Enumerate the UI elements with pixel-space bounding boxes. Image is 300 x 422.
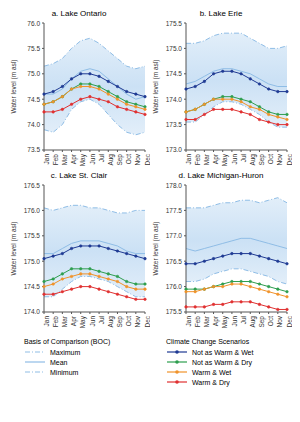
svg-text:Sep: Sep xyxy=(116,316,124,328)
svg-text:Mar: Mar xyxy=(61,315,68,327)
html-text:b. Lake Erie: b. Lake Erie xyxy=(199,9,243,18)
svg-text:Feb: Feb xyxy=(52,316,59,328)
html-text:Mean: Mean xyxy=(50,358,68,366)
svg-text:Apr: Apr xyxy=(70,315,78,326)
svg-text:Jan: Jan xyxy=(185,154,192,165)
svg-text:174.5: 174.5 xyxy=(166,70,183,77)
svg-text:76.0: 76.0 xyxy=(27,20,40,27)
svg-text:Aug: Aug xyxy=(107,316,115,328)
svg-text:Jul: Jul xyxy=(98,315,105,324)
svg-text:177.5: 177.5 xyxy=(166,207,183,214)
svg-text:Mar: Mar xyxy=(203,153,210,165)
svg-text:174.0: 174.0 xyxy=(166,96,183,103)
svg-text:173.0: 173.0 xyxy=(166,146,183,153)
svg-text:176.0: 176.0 xyxy=(24,207,41,214)
svg-text:Sep: Sep xyxy=(258,316,266,328)
svg-text:Dec: Dec xyxy=(144,315,150,327)
html-text:Not as Warm & Dry: Not as Warm & Dry xyxy=(192,358,252,366)
svg-text:Jul: Jul xyxy=(98,153,105,162)
svg-text:Jun: Jun xyxy=(231,316,238,327)
svg-text:Nov: Nov xyxy=(276,153,283,165)
svg-text:174.0: 174.0 xyxy=(24,308,41,315)
svg-text:175.5: 175.5 xyxy=(166,20,183,27)
svg-text:Nov: Nov xyxy=(134,153,141,165)
svg-text:Jun: Jun xyxy=(89,316,96,327)
svg-text:Aug: Aug xyxy=(249,316,257,328)
svg-text:175.5: 175.5 xyxy=(166,308,183,315)
html-text:Minimum: Minimum xyxy=(50,368,79,376)
svg-text:Aug: Aug xyxy=(107,154,115,166)
html-text:Maximum: Maximum xyxy=(50,348,81,356)
svg-text:Mar: Mar xyxy=(203,315,210,327)
svg-text:Jul: Jul xyxy=(240,153,247,162)
svg-text:175.0: 175.0 xyxy=(166,45,183,52)
svg-text:Mar: Mar xyxy=(61,153,68,165)
html-text:d. Lake Michigan-Huron: d. Lake Michigan-Huron xyxy=(178,171,264,180)
svg-text:Feb: Feb xyxy=(52,154,59,166)
svg-text:Apr: Apr xyxy=(70,153,78,164)
svg-text:75.5: 75.5 xyxy=(27,45,40,52)
html-text:Warm & Dry: Warm & Dry xyxy=(192,378,230,386)
svg-text:176.0: 176.0 xyxy=(166,283,183,290)
svg-text:Apr: Apr xyxy=(212,153,220,164)
html-text:a. Lake Ontario: a. Lake Ontario xyxy=(51,9,107,18)
svg-text:74.0: 74.0 xyxy=(27,121,40,128)
svg-text:May: May xyxy=(221,315,229,328)
svg-text:Oct: Oct xyxy=(267,316,274,326)
svg-text:177.0: 177.0 xyxy=(166,232,183,239)
svg-text:178.0: 178.0 xyxy=(166,182,183,189)
svg-text:Water level (m asl): Water level (m asl) xyxy=(152,60,160,114)
svg-text:Oct: Oct xyxy=(125,316,132,326)
svg-text:Feb: Feb xyxy=(194,154,201,166)
svg-text:Oct: Oct xyxy=(267,154,274,164)
svg-text:Nov: Nov xyxy=(276,315,283,327)
svg-text:74.5: 74.5 xyxy=(27,96,40,103)
svg-text:73.5: 73.5 xyxy=(27,146,40,153)
html-text:Climate Change Scenarios: Climate Change Scenarios xyxy=(166,338,250,345)
svg-text:Jul: Jul xyxy=(240,315,247,324)
svg-text:May: May xyxy=(79,315,87,328)
svg-text:75.0: 75.0 xyxy=(27,70,40,77)
svg-text:Water level (m asl): Water level (m asl) xyxy=(152,222,160,276)
svg-text:173.5: 173.5 xyxy=(166,121,183,128)
svg-text:Dec: Dec xyxy=(144,153,150,165)
svg-text:Dec: Dec xyxy=(286,315,292,327)
svg-text:Jan: Jan xyxy=(43,316,50,327)
svg-text:Sep: Sep xyxy=(258,154,266,166)
svg-text:Apr: Apr xyxy=(212,315,220,326)
svg-text:175.0: 175.0 xyxy=(24,258,41,265)
svg-text:176.5: 176.5 xyxy=(24,182,41,189)
svg-text:Jun: Jun xyxy=(231,154,238,165)
svg-text:Jun: Jun xyxy=(89,154,96,165)
html-text:c. Lake St. Clair: c. Lake St. Clair xyxy=(50,171,108,180)
svg-text:174.5: 174.5 xyxy=(24,283,41,290)
svg-text:Nov: Nov xyxy=(134,315,141,327)
svg-text:Dec: Dec xyxy=(286,153,292,165)
svg-text:Oct: Oct xyxy=(125,154,132,164)
svg-text:Feb: Feb xyxy=(194,316,201,328)
svg-text:Water level (m asl): Water level (m asl) xyxy=(10,60,18,114)
svg-text:Water level (m asl): Water level (m asl) xyxy=(10,222,18,276)
svg-text:May: May xyxy=(79,153,87,166)
html-text:Warm & Wet: Warm & Wet xyxy=(192,368,232,376)
svg-text:175.5: 175.5 xyxy=(24,232,41,239)
html-text:Not as Warm & Wet: Not as Warm & Wet xyxy=(192,348,254,356)
html-text:Basis of Comparison (BOC): Basis of Comparison (BOC) xyxy=(24,338,111,345)
svg-text:Jan: Jan xyxy=(43,154,50,165)
svg-text:Aug: Aug xyxy=(249,154,257,166)
svg-text:Sep: Sep xyxy=(116,154,124,166)
svg-text:Jan: Jan xyxy=(185,316,192,327)
svg-text:176.5: 176.5 xyxy=(166,258,183,265)
svg-text:May: May xyxy=(221,153,229,166)
